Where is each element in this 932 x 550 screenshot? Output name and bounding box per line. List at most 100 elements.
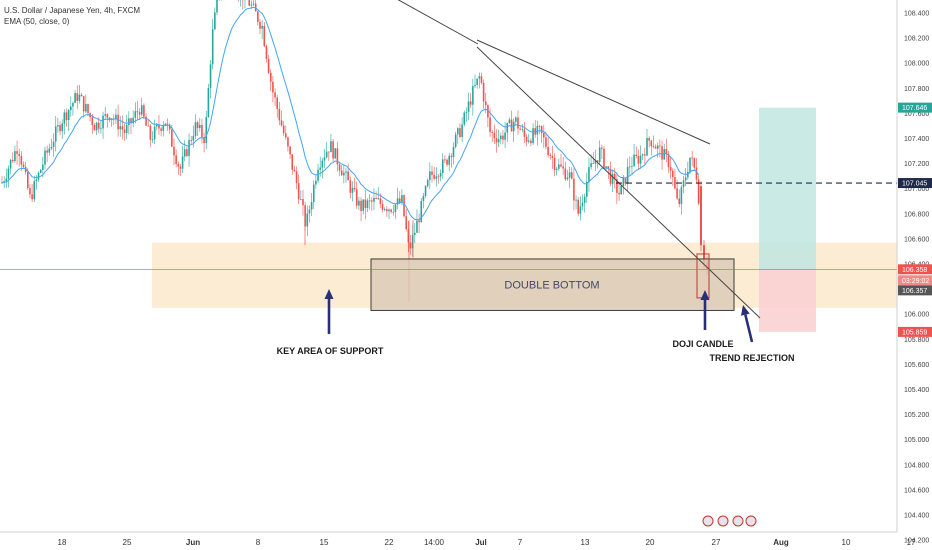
time-tick-label: 15 <box>320 538 329 547</box>
candle <box>106 113 109 128</box>
candle <box>52 133 55 157</box>
flag-icon[interactable] <box>717 515 729 527</box>
candle <box>487 103 489 128</box>
time-tick-label: Aug <box>773 538 789 547</box>
price-tick-label: 107.000 <box>904 186 929 193</box>
flag-icon[interactable] <box>745 515 757 527</box>
candle <box>609 161 612 187</box>
candle <box>551 145 554 169</box>
candle <box>44 146 46 170</box>
candle <box>265 44 268 63</box>
candle <box>183 140 186 162</box>
candle <box>347 163 349 181</box>
candle <box>205 110 208 149</box>
candle <box>601 144 603 159</box>
doji-arrow <box>700 290 710 330</box>
candle <box>480 72 483 85</box>
candle <box>216 0 218 16</box>
candle <box>42 156 44 178</box>
candle <box>371 197 373 211</box>
economic-events-icons[interactable] <box>702 515 757 527</box>
candle <box>639 145 642 169</box>
candle <box>626 158 629 192</box>
candle <box>543 124 545 148</box>
candle <box>362 199 364 215</box>
candle <box>121 115 124 140</box>
candle <box>48 143 51 156</box>
candle <box>564 161 567 181</box>
candle <box>375 191 377 200</box>
candle <box>517 110 519 135</box>
candle <box>577 197 579 217</box>
candle <box>422 192 425 209</box>
candle <box>472 78 474 116</box>
flag-icon[interactable] <box>732 515 744 527</box>
price-tick-label: 108.000 <box>904 61 929 68</box>
candle <box>680 184 683 215</box>
candle <box>153 119 156 144</box>
flag-icon[interactable] <box>702 515 714 527</box>
candle <box>687 161 689 181</box>
candle <box>300 190 302 201</box>
candle <box>697 175 700 206</box>
candle <box>252 0 255 7</box>
candle <box>644 147 646 165</box>
candle <box>179 163 182 176</box>
candle <box>285 125 287 140</box>
trend-rejection-label: TREND REJECTION <box>709 353 794 363</box>
candle <box>678 189 681 208</box>
candle <box>145 113 147 126</box>
candle <box>61 119 63 139</box>
candle <box>654 144 657 149</box>
candle <box>390 208 392 214</box>
candle <box>267 55 270 74</box>
upper-trend-line <box>476 39 711 145</box>
candle <box>545 131 547 150</box>
price-label: 106.357 <box>898 285 932 296</box>
candle <box>59 121 61 136</box>
candle <box>78 84 81 104</box>
candle <box>596 160 599 169</box>
candle <box>465 107 468 122</box>
time-tick-label: Jul <box>475 538 487 547</box>
candle <box>317 163 319 184</box>
candle <box>405 208 407 232</box>
candle <box>221 0 222 1</box>
candle <box>457 127 459 144</box>
time-tick-label: 22 <box>385 538 394 547</box>
candle <box>500 132 502 145</box>
candle <box>394 203 397 219</box>
candle <box>100 119 102 134</box>
candle <box>302 190 304 216</box>
candle <box>261 20 263 40</box>
candle <box>433 166 435 181</box>
candle <box>616 172 618 205</box>
candle <box>620 185 622 195</box>
candle <box>583 193 586 213</box>
candle <box>590 154 592 170</box>
candle <box>80 92 83 97</box>
candle <box>521 123 524 133</box>
stop-loss-zone <box>759 269 816 332</box>
candle <box>403 194 405 218</box>
time-tick-label: 17 <box>907 538 916 547</box>
candle <box>7 165 10 188</box>
candle <box>20 151 23 171</box>
candle <box>67 109 70 132</box>
candle <box>33 175 36 202</box>
candle <box>416 209 418 233</box>
candle <box>641 153 644 161</box>
candle <box>119 116 122 137</box>
candle <box>18 148 20 167</box>
candle <box>132 110 134 128</box>
candle <box>282 120 285 136</box>
indicator-label: EMA (50, close, 0) <box>4 17 70 26</box>
candle <box>194 114 197 140</box>
candle <box>646 128 648 157</box>
candle <box>140 97 143 117</box>
candle <box>276 94 278 118</box>
doji-candle-label: DOJI CANDLE <box>672 339 733 349</box>
candle <box>16 140 18 165</box>
candle <box>435 167 438 187</box>
